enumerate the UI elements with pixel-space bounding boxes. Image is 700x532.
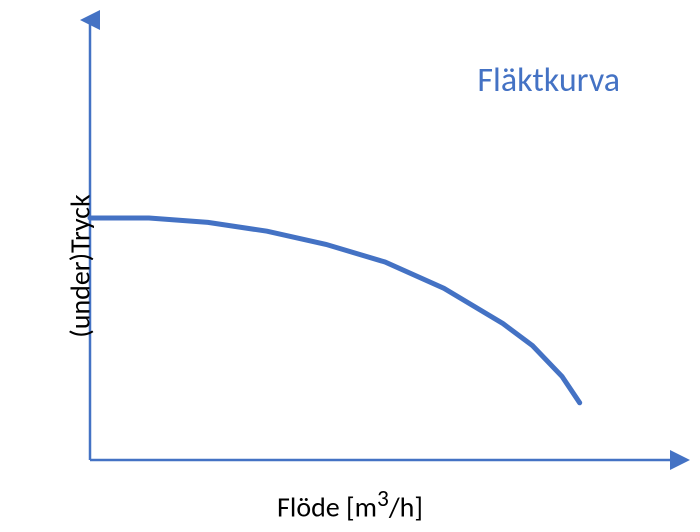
fan-curve-line bbox=[90, 218, 580, 403]
x-axis-label: Flöde [m3/h] bbox=[0, 485, 700, 524]
fan-curve-chart: Fläktkurva (under)Tryck Flöde [m3/h] bbox=[0, 0, 700, 532]
y-axis-label: (under)Tryck bbox=[62, 194, 97, 338]
x-axis-label-sup: 3 bbox=[377, 485, 389, 513]
x-axis-label-suffix: /h] bbox=[389, 489, 423, 524]
chart-title: Fläktkurva bbox=[477, 60, 620, 101]
x-axis-label-prefix: Flöde [m bbox=[277, 489, 377, 524]
